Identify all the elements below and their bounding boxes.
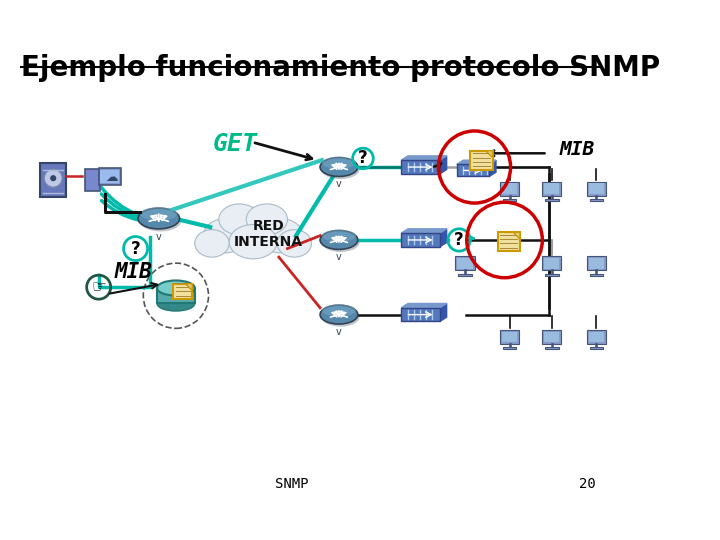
FancyBboxPatch shape <box>542 330 562 344</box>
Text: ☁: ☁ <box>105 171 118 184</box>
FancyBboxPatch shape <box>587 256 606 271</box>
Ellipse shape <box>277 230 312 257</box>
FancyBboxPatch shape <box>470 151 492 170</box>
FancyBboxPatch shape <box>456 256 474 271</box>
Text: ?: ? <box>454 231 464 249</box>
Text: v: v <box>336 252 342 262</box>
FancyBboxPatch shape <box>457 258 473 269</box>
Text: v: v <box>156 232 161 242</box>
Ellipse shape <box>322 157 356 168</box>
FancyBboxPatch shape <box>545 199 559 201</box>
Text: v: v <box>336 179 342 189</box>
FancyBboxPatch shape <box>502 184 518 194</box>
FancyBboxPatch shape <box>498 232 520 251</box>
Polygon shape <box>185 284 192 291</box>
Polygon shape <box>440 303 446 321</box>
FancyBboxPatch shape <box>587 181 606 196</box>
Ellipse shape <box>320 158 358 177</box>
Text: RED
INTERNA: RED INTERNA <box>234 219 303 249</box>
FancyBboxPatch shape <box>40 163 66 197</box>
Ellipse shape <box>322 308 359 327</box>
FancyBboxPatch shape <box>544 184 559 194</box>
FancyBboxPatch shape <box>542 256 562 271</box>
FancyBboxPatch shape <box>401 233 440 247</box>
Text: MIB: MIB <box>559 140 595 159</box>
Ellipse shape <box>220 207 286 255</box>
FancyBboxPatch shape <box>542 181 562 196</box>
Text: 20: 20 <box>580 477 596 491</box>
Polygon shape <box>440 156 446 174</box>
Ellipse shape <box>138 208 179 229</box>
Polygon shape <box>440 229 446 247</box>
Ellipse shape <box>229 225 277 259</box>
Text: Ejemplo funcionamiento protocolo SNMP: Ejemplo funcionamiento protocolo SNMP <box>22 54 660 82</box>
FancyBboxPatch shape <box>401 308 440 321</box>
Ellipse shape <box>322 160 359 179</box>
FancyBboxPatch shape <box>85 168 100 191</box>
Text: GET: GET <box>213 132 258 156</box>
FancyBboxPatch shape <box>590 347 603 349</box>
FancyBboxPatch shape <box>590 199 603 201</box>
Circle shape <box>50 175 56 181</box>
Ellipse shape <box>322 230 356 242</box>
Ellipse shape <box>157 296 195 311</box>
FancyBboxPatch shape <box>500 330 519 344</box>
Polygon shape <box>513 232 520 239</box>
Text: ☞: ☞ <box>91 278 106 296</box>
FancyBboxPatch shape <box>587 330 606 344</box>
FancyBboxPatch shape <box>545 347 559 349</box>
Ellipse shape <box>246 204 287 235</box>
Ellipse shape <box>322 233 359 252</box>
FancyBboxPatch shape <box>503 199 516 201</box>
FancyBboxPatch shape <box>459 274 472 275</box>
FancyBboxPatch shape <box>401 160 440 174</box>
Text: ?: ? <box>358 150 368 167</box>
FancyBboxPatch shape <box>157 288 195 303</box>
FancyBboxPatch shape <box>456 165 489 177</box>
FancyBboxPatch shape <box>544 332 559 342</box>
Ellipse shape <box>322 305 356 316</box>
Ellipse shape <box>140 211 181 232</box>
FancyBboxPatch shape <box>100 170 120 184</box>
Ellipse shape <box>157 280 195 295</box>
Ellipse shape <box>195 230 229 257</box>
Ellipse shape <box>320 305 358 324</box>
FancyBboxPatch shape <box>174 284 192 299</box>
Text: SNMP: SNMP <box>275 477 308 491</box>
Circle shape <box>44 169 62 187</box>
FancyBboxPatch shape <box>502 332 518 342</box>
Text: v: v <box>336 327 342 336</box>
FancyBboxPatch shape <box>500 181 519 196</box>
Polygon shape <box>456 160 496 165</box>
FancyBboxPatch shape <box>589 332 604 342</box>
Text: ?: ? <box>131 240 140 258</box>
FancyBboxPatch shape <box>589 184 604 194</box>
Polygon shape <box>401 303 446 308</box>
FancyBboxPatch shape <box>545 274 559 275</box>
Ellipse shape <box>203 219 248 253</box>
Polygon shape <box>489 160 496 177</box>
FancyBboxPatch shape <box>544 258 559 269</box>
Ellipse shape <box>258 219 303 253</box>
FancyBboxPatch shape <box>503 347 516 349</box>
FancyBboxPatch shape <box>99 168 121 185</box>
Ellipse shape <box>320 231 358 249</box>
Polygon shape <box>486 151 492 158</box>
Polygon shape <box>401 156 446 160</box>
Ellipse shape <box>140 207 178 220</box>
Ellipse shape <box>219 204 260 235</box>
FancyBboxPatch shape <box>589 258 604 269</box>
FancyBboxPatch shape <box>590 274 603 275</box>
Polygon shape <box>401 229 446 233</box>
Text: MIB: MIB <box>114 262 152 282</box>
